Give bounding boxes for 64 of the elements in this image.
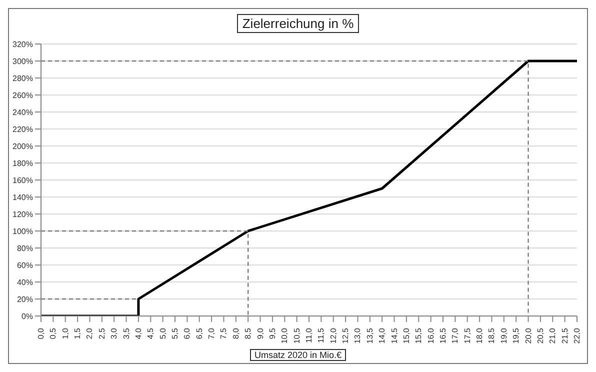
x-tick-label: 19,5 (512, 327, 521, 344)
y-tick-label: 280% (12, 74, 33, 83)
y-tick-label: 80% (16, 244, 33, 253)
x-tick-label: 22,0 (572, 327, 582, 344)
y-tick-label: 160% (12, 176, 33, 185)
x-tick-label: 16,5 (438, 327, 448, 344)
y-tick-label: 220% (12, 124, 33, 134)
x-tick-label: 15,0 (402, 327, 411, 344)
y-tick-label: 300% (12, 56, 33, 66)
x-tick-label: 12,0 (328, 327, 338, 344)
x-tick-label: 1,0 (60, 327, 70, 340)
x-tick-label: 2,0 (85, 327, 94, 340)
x-tick-label: 5,0 (158, 327, 168, 340)
x-tick-label: 0,0 (36, 327, 46, 340)
y-tick-label: 260% (12, 90, 33, 100)
x-tick-label: 15,5 (414, 327, 424, 344)
x-tick-label: 3,5 (122, 327, 131, 340)
x-tick-label: 9,0 (256, 327, 265, 340)
x-tick-label: 8,0 (231, 327, 240, 340)
x-tick-label: 9,5 (268, 327, 277, 340)
y-tick-label: 0% (21, 312, 33, 321)
x-tick-label: 20,0 (524, 327, 533, 344)
x-tick-label: 4,5 (146, 327, 156, 340)
x-tick-label: 10,5 (292, 327, 302, 344)
y-tick-label: 100% (12, 226, 33, 236)
x-tick-label: 6,0 (182, 327, 192, 340)
y-tick-label: 200% (12, 142, 33, 151)
x-tick-label: 13,0 (353, 327, 362, 344)
x-tick-label: 2,5 (97, 327, 106, 340)
y-tick-label: 40% (16, 278, 33, 287)
x-tick-label: 18,5 (487, 327, 496, 344)
x-tick-label: 21,0 (548, 327, 558, 344)
x-tick-label: 13,5 (365, 327, 374, 344)
x-tick-label: 7,0 (207, 327, 216, 340)
x-tick-label: 19,0 (499, 327, 508, 344)
y-tick-label: 320% (12, 40, 33, 49)
x-tick-label: 4,0 (134, 327, 143, 340)
y-tick-label: 60% (16, 260, 33, 270)
x-tick-label: 17,0 (450, 327, 460, 344)
x-tick-label: 1,5 (73, 327, 82, 340)
x-tick-label: 11,5 (316, 327, 326, 343)
x-tick-label: 10,0 (280, 327, 290, 344)
y-tick-label: 20% (16, 294, 33, 304)
x-tick-label: 18,0 (475, 327, 484, 344)
y-tick-label: 180% (12, 158, 33, 168)
x-tick-label: 0,5 (48, 327, 58, 340)
x-tick-label: 7,5 (219, 327, 228, 340)
x-tick-label: 14,5 (390, 327, 399, 344)
x-tick-label: 6,5 (194, 327, 204, 340)
y-tick-label: 120% (12, 210, 33, 219)
x-tick-label: 21,5 (560, 327, 570, 344)
y-tick-label: 140% (12, 192, 33, 202)
x-tick-label: 12,5 (341, 327, 350, 344)
x-tick-label: 8,5 (244, 327, 253, 340)
x-tick-label: 16,0 (426, 327, 436, 344)
x-tick-label: 11,0 (304, 327, 314, 343)
x-tick-label: 14,0 (378, 327, 387, 344)
x-tick-label: 5,5 (170, 327, 180, 340)
x-tick-label: 3,0 (110, 327, 119, 340)
chart-title: Zielerreichung in % (237, 14, 359, 33)
x-tick-label: 20,5 (536, 327, 545, 344)
x-axis-title: Umsatz 2020 in Mio.€ (250, 349, 346, 361)
y-tick-label: 240% (12, 108, 33, 117)
x-tick-label: 17,5 (462, 327, 472, 344)
